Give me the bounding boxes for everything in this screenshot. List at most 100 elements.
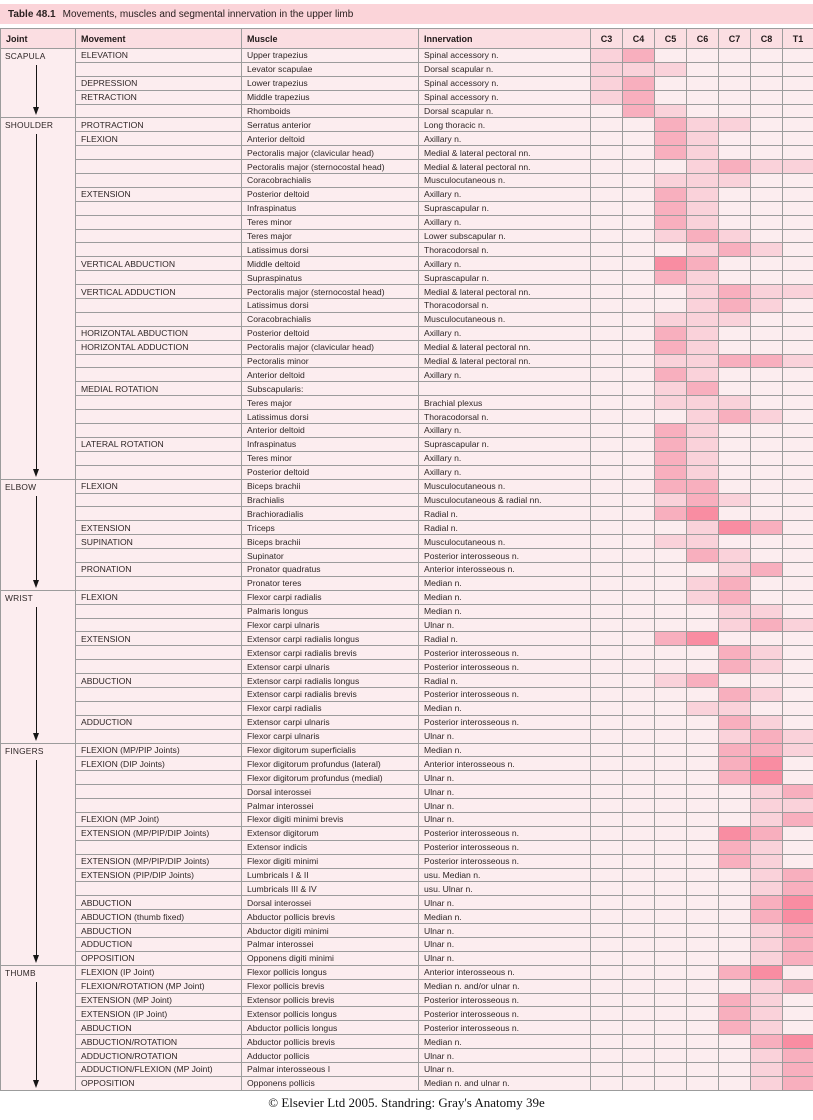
table-row: Levator scapulae Dorsal scapular n. xyxy=(1,61,813,77)
segment-cell-t1 xyxy=(782,784,813,800)
segment-cell-c3 xyxy=(590,464,623,480)
segment-cell-c7 xyxy=(718,409,751,425)
segment-cell-c4 xyxy=(622,270,655,286)
muscle-cell: Coracobrachialis xyxy=(241,311,419,327)
segment-cell-c6 xyxy=(686,867,719,883)
segment-cell-c3 xyxy=(590,492,623,508)
segment-cell-c5 xyxy=(654,492,687,508)
segment-cell-c8 xyxy=(750,617,783,633)
segment-cell-c3 xyxy=(590,270,623,286)
segment-cell-c6 xyxy=(686,881,719,897)
innervation-cell: Axillary n. xyxy=(418,131,591,147)
segment-cell-t1 xyxy=(782,298,813,313)
joint-cell-shoulder: SHOULDER xyxy=(0,117,76,480)
segment-cell-c5 xyxy=(654,978,687,994)
col-header-movement: Movement xyxy=(75,28,242,49)
segment-cell-c5 xyxy=(654,992,687,1008)
segment-cell-c3 xyxy=(590,992,623,1008)
segment-cell-c3 xyxy=(590,478,623,494)
muscle-cell: Middle deltoid xyxy=(241,256,419,272)
segment-cell-c3 xyxy=(590,1034,623,1050)
segment-cell-t1 xyxy=(782,200,813,216)
segment-cell-c7 xyxy=(718,673,751,688)
innervation-cell: Suprascapular n. xyxy=(418,200,591,216)
segment-cell-c7 xyxy=(718,367,751,383)
segment-cell-c3 xyxy=(590,714,623,730)
segment-cell-c7 xyxy=(718,923,751,938)
segment-cell-c7 xyxy=(718,1006,751,1022)
col-header-c8: C8 xyxy=(750,28,783,49)
table-row: EXTENSION (PIP/DIP Joints) Lumbricals I &… xyxy=(1,867,813,883)
col-header-c5: C5 xyxy=(654,28,687,49)
segment-cell-c3 xyxy=(590,173,623,188)
segment-cell-c3 xyxy=(590,950,623,966)
segment-cell-t1 xyxy=(782,436,813,452)
segment-cell-t1 xyxy=(782,561,813,577)
segment-cell-c8 xyxy=(750,1006,783,1022)
muscle-cell: Middle trapezius xyxy=(241,89,419,105)
movement-cell: ABDUCTION xyxy=(75,923,242,938)
segment-cell-c7 xyxy=(718,1020,751,1036)
segment-cell-c6 xyxy=(686,673,719,688)
segment-cell-c8 xyxy=(750,464,783,480)
table-row: Extensor indicis Posterior interosseous n… xyxy=(1,839,813,855)
segment-cell-c8 xyxy=(750,825,783,841)
innervation-cell: Axillary n. xyxy=(418,464,591,480)
segment-cell-c6 xyxy=(686,131,719,147)
segment-cell-c6 xyxy=(686,284,719,300)
table-row: LATERAL ROTATION Infraspinatus Suprascapul… xyxy=(1,436,813,452)
joint-label: FINGERS xyxy=(5,745,44,756)
segment-cell-c8 xyxy=(750,659,783,675)
muscle-cell: Extensor digitorum xyxy=(241,825,419,841)
segment-cell-c5 xyxy=(654,853,687,869)
joint-label: WRIST xyxy=(5,592,33,603)
segment-cell-t1 xyxy=(782,756,813,772)
segment-cell-c7 xyxy=(718,784,751,800)
segment-cell-c4 xyxy=(622,1006,655,1022)
innervation-cell: Median n. xyxy=(418,742,591,758)
segment-cell-c4 xyxy=(622,964,655,980)
muscle-cell: Dorsal interossei xyxy=(241,784,419,800)
segment-cell-c3 xyxy=(590,395,623,411)
segment-cell-c7 xyxy=(718,839,751,855)
movement-cell: EXTENSION xyxy=(75,186,242,202)
segment-cell-c3 xyxy=(590,353,623,369)
movement-cell: HORIZONTAL ADDUCTION xyxy=(75,339,242,355)
table-row: Pronator teres Median n. xyxy=(1,575,813,591)
movement-cell xyxy=(75,367,242,383)
table-row: ABDUCTION Dorsal interossei Ulnar n. xyxy=(1,895,813,911)
innervation-cell: Posterior interosseous n. xyxy=(418,714,591,730)
col-header-c7: C7 xyxy=(718,28,751,49)
segment-cell-c6 xyxy=(686,700,719,716)
segment-cell-t1 xyxy=(782,284,813,300)
table-row: Coracobrachialis Musculocutaneous n. xyxy=(1,173,813,188)
segment-cell-c4 xyxy=(622,700,655,716)
innervation-cell: Ulnar n. xyxy=(418,798,591,813)
movement-cell: MEDIAL ROTATION xyxy=(75,381,242,397)
movement-cell xyxy=(75,506,242,522)
segment-cell-c5 xyxy=(654,770,687,786)
table-row: Brachialis Musculocutaneous & radial nn. xyxy=(1,492,813,508)
segment-cell-c3 xyxy=(590,159,623,175)
segment-cell-c8 xyxy=(750,311,783,327)
segment-cell-c6 xyxy=(686,909,719,925)
segment-cell-c5 xyxy=(654,867,687,883)
segment-cell-t1 xyxy=(782,270,813,286)
innervation-table: Joint Movement Muscle Innervation C3 C4 C5… xyxy=(0,28,813,1091)
table-row: EXTENSION Posterior deltoid Axillary n. xyxy=(1,186,813,202)
segment-cell-c8 xyxy=(750,159,783,175)
table-row: Teres minor Axillary n. xyxy=(1,214,813,230)
segment-cell-t1 xyxy=(782,492,813,508)
innervation-cell: Dorsal scapular n. xyxy=(418,103,591,119)
segment-cell-c5 xyxy=(654,214,687,230)
movement-cell xyxy=(75,103,242,119)
segment-cell-c4 xyxy=(622,311,655,327)
segment-cell-c6 xyxy=(686,186,719,202)
movement-cell: FLEXION/ROTATION (MP Joint) xyxy=(75,978,242,994)
segment-cell-c4 xyxy=(622,895,655,911)
segment-cell-c8 xyxy=(750,964,783,980)
segment-cell-c5 xyxy=(654,450,687,466)
table-row: Latissimus dorsi Thoracodorsal n. xyxy=(1,298,813,313)
movement-cell: FLEXION (DIP Joints) xyxy=(75,756,242,772)
innervation-cell: Medial & lateral pectoral nn. xyxy=(418,353,591,369)
